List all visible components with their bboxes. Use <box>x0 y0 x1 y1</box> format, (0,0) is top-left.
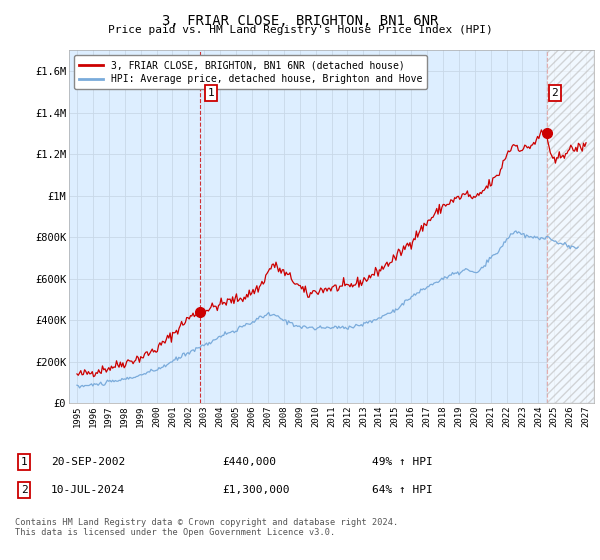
Text: 20-SEP-2002: 20-SEP-2002 <box>51 457 125 467</box>
Text: 49% ↑ HPI: 49% ↑ HPI <box>372 457 433 467</box>
Text: 2: 2 <box>20 485 28 495</box>
Text: £1,300,000: £1,300,000 <box>222 485 290 495</box>
Text: 64% ↑ HPI: 64% ↑ HPI <box>372 485 433 495</box>
Text: Price paid vs. HM Land Registry's House Price Index (HPI): Price paid vs. HM Land Registry's House … <box>107 25 493 35</box>
Text: 10-JUL-2024: 10-JUL-2024 <box>51 485 125 495</box>
Text: 1: 1 <box>20 457 28 467</box>
Bar <box>547 50 594 403</box>
Text: Contains HM Land Registry data © Crown copyright and database right 2024.
This d: Contains HM Land Registry data © Crown c… <box>15 518 398 538</box>
Text: 2: 2 <box>551 88 558 98</box>
Text: 3, FRIAR CLOSE, BRIGHTON, BN1 6NR: 3, FRIAR CLOSE, BRIGHTON, BN1 6NR <box>162 14 438 28</box>
Legend: 3, FRIAR CLOSE, BRIGHTON, BN1 6NR (detached house), HPI: Average price, detached: 3, FRIAR CLOSE, BRIGHTON, BN1 6NR (detac… <box>74 55 427 89</box>
Text: 1: 1 <box>208 88 214 98</box>
Text: £440,000: £440,000 <box>222 457 276 467</box>
